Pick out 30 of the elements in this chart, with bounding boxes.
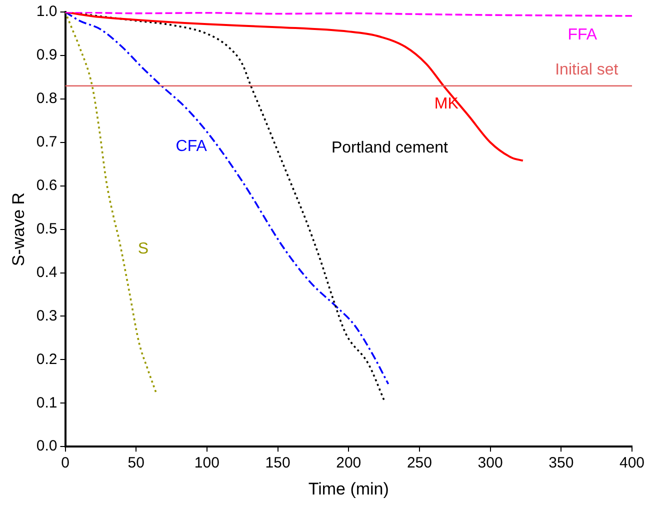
line-series bbox=[65, 12, 524, 162]
x-tick-label: 150 bbox=[265, 454, 290, 472]
y-tick-label: 0.2 bbox=[36, 350, 58, 368]
series-label: CFA bbox=[176, 138, 208, 156]
y-tick-label: 0.7 bbox=[36, 134, 58, 151]
x-tick-label: 100 bbox=[194, 454, 220, 472]
ref-line-label: Initial set bbox=[555, 62, 619, 79]
line-series bbox=[65, 12, 157, 394]
x-tick-label: 50 bbox=[128, 454, 144, 472]
y-tick-label: 0.5 bbox=[36, 220, 58, 238]
y-tick-label: 0.8 bbox=[36, 90, 58, 108]
y-tick-label: 0.4 bbox=[36, 264, 58, 281]
y-tick-label: 0.1 bbox=[36, 394, 58, 412]
y-tick-label: 0.9 bbox=[36, 46, 58, 64]
x-tick-label: 350 bbox=[548, 454, 574, 472]
y-tick-label: 0.3 bbox=[36, 307, 58, 324]
x-tick-label: 250 bbox=[406, 454, 432, 472]
y-tick-label: 0.0 bbox=[36, 438, 58, 455]
x-axis-title: Time (min) bbox=[308, 479, 389, 498]
series-label: MK bbox=[434, 96, 459, 113]
x-tick-label: 200 bbox=[336, 454, 362, 472]
x-tick-label: 300 bbox=[478, 454, 503, 472]
y-tick-label: 1.0 bbox=[36, 3, 58, 20]
x-tick-label: 0 bbox=[61, 454, 70, 472]
y-tick-label: 0.6 bbox=[36, 176, 58, 194]
series-label: FFA bbox=[568, 26, 598, 44]
y-axis-title: S-wave R bbox=[8, 192, 28, 266]
series-label: S bbox=[138, 240, 149, 258]
text: Portland cement bbox=[331, 139, 449, 156]
x-tick-label: 400 bbox=[619, 454, 645, 472]
